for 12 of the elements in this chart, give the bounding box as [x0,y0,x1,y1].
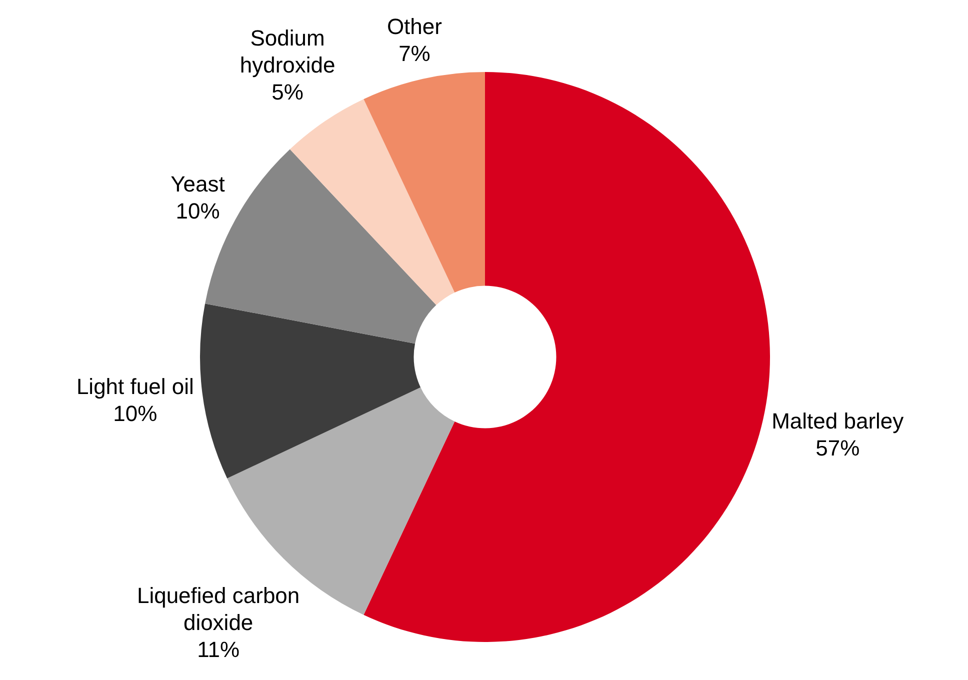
data-label: 11% [197,636,240,662]
data-label: 10% [176,198,220,224]
slice-label: Light fuel oil [76,374,194,399]
slice-label: Sodium hydroxide [240,26,336,78]
slice-label: Other [386,14,442,39]
data-label: 7% [398,41,430,66]
slice-label: Malted barley [772,408,904,434]
slice-label: Liquefied carbon dioxide [136,582,300,635]
data-label: 10% [113,400,158,426]
slice-label: Yeast [170,172,225,197]
data-label: 5% [272,80,304,105]
data-label: 57% [816,435,860,460]
